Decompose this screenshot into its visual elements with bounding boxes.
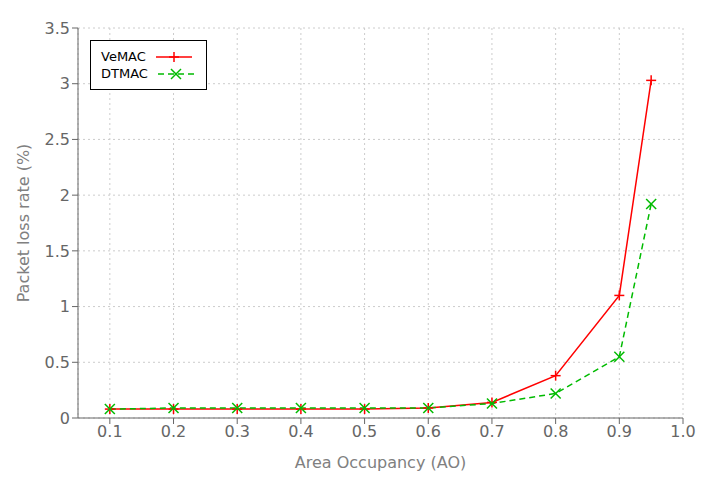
svg-text:0.1: 0.1 bbox=[97, 422, 122, 441]
svg-text:0.6: 0.6 bbox=[416, 422, 441, 441]
html-text:VeMAC: VeMAC bbox=[101, 49, 146, 64]
svg-text:1.5: 1.5 bbox=[45, 242, 70, 261]
svg-text:0.4: 0.4 bbox=[288, 422, 313, 441]
html-text:DTMAC: DTMAC bbox=[101, 66, 148, 81]
svg-text:2: 2 bbox=[60, 186, 70, 205]
svg-text:0: 0 bbox=[60, 409, 70, 428]
svg-text:0.8: 0.8 bbox=[543, 422, 568, 441]
svg-text:2.5: 2.5 bbox=[45, 130, 70, 149]
svg-text:0.2: 0.2 bbox=[161, 422, 186, 441]
svg-text:1.0: 1.0 bbox=[670, 422, 695, 441]
svg-text:0.3: 0.3 bbox=[224, 422, 249, 441]
svg-text:0.5: 0.5 bbox=[45, 353, 70, 372]
svg-text:0.7: 0.7 bbox=[479, 422, 504, 441]
svg-text:1: 1 bbox=[60, 297, 70, 316]
svg-text:0.5: 0.5 bbox=[352, 422, 377, 441]
svg-text:Packet loss rate (%): Packet loss rate (%) bbox=[14, 144, 33, 303]
svg-text:3: 3 bbox=[60, 74, 70, 93]
svg-text:0.9: 0.9 bbox=[607, 422, 632, 441]
svg-text:3.5: 3.5 bbox=[45, 19, 70, 38]
svg-text:Area Occupancy (AO): Area Occupancy (AO) bbox=[295, 453, 466, 472]
